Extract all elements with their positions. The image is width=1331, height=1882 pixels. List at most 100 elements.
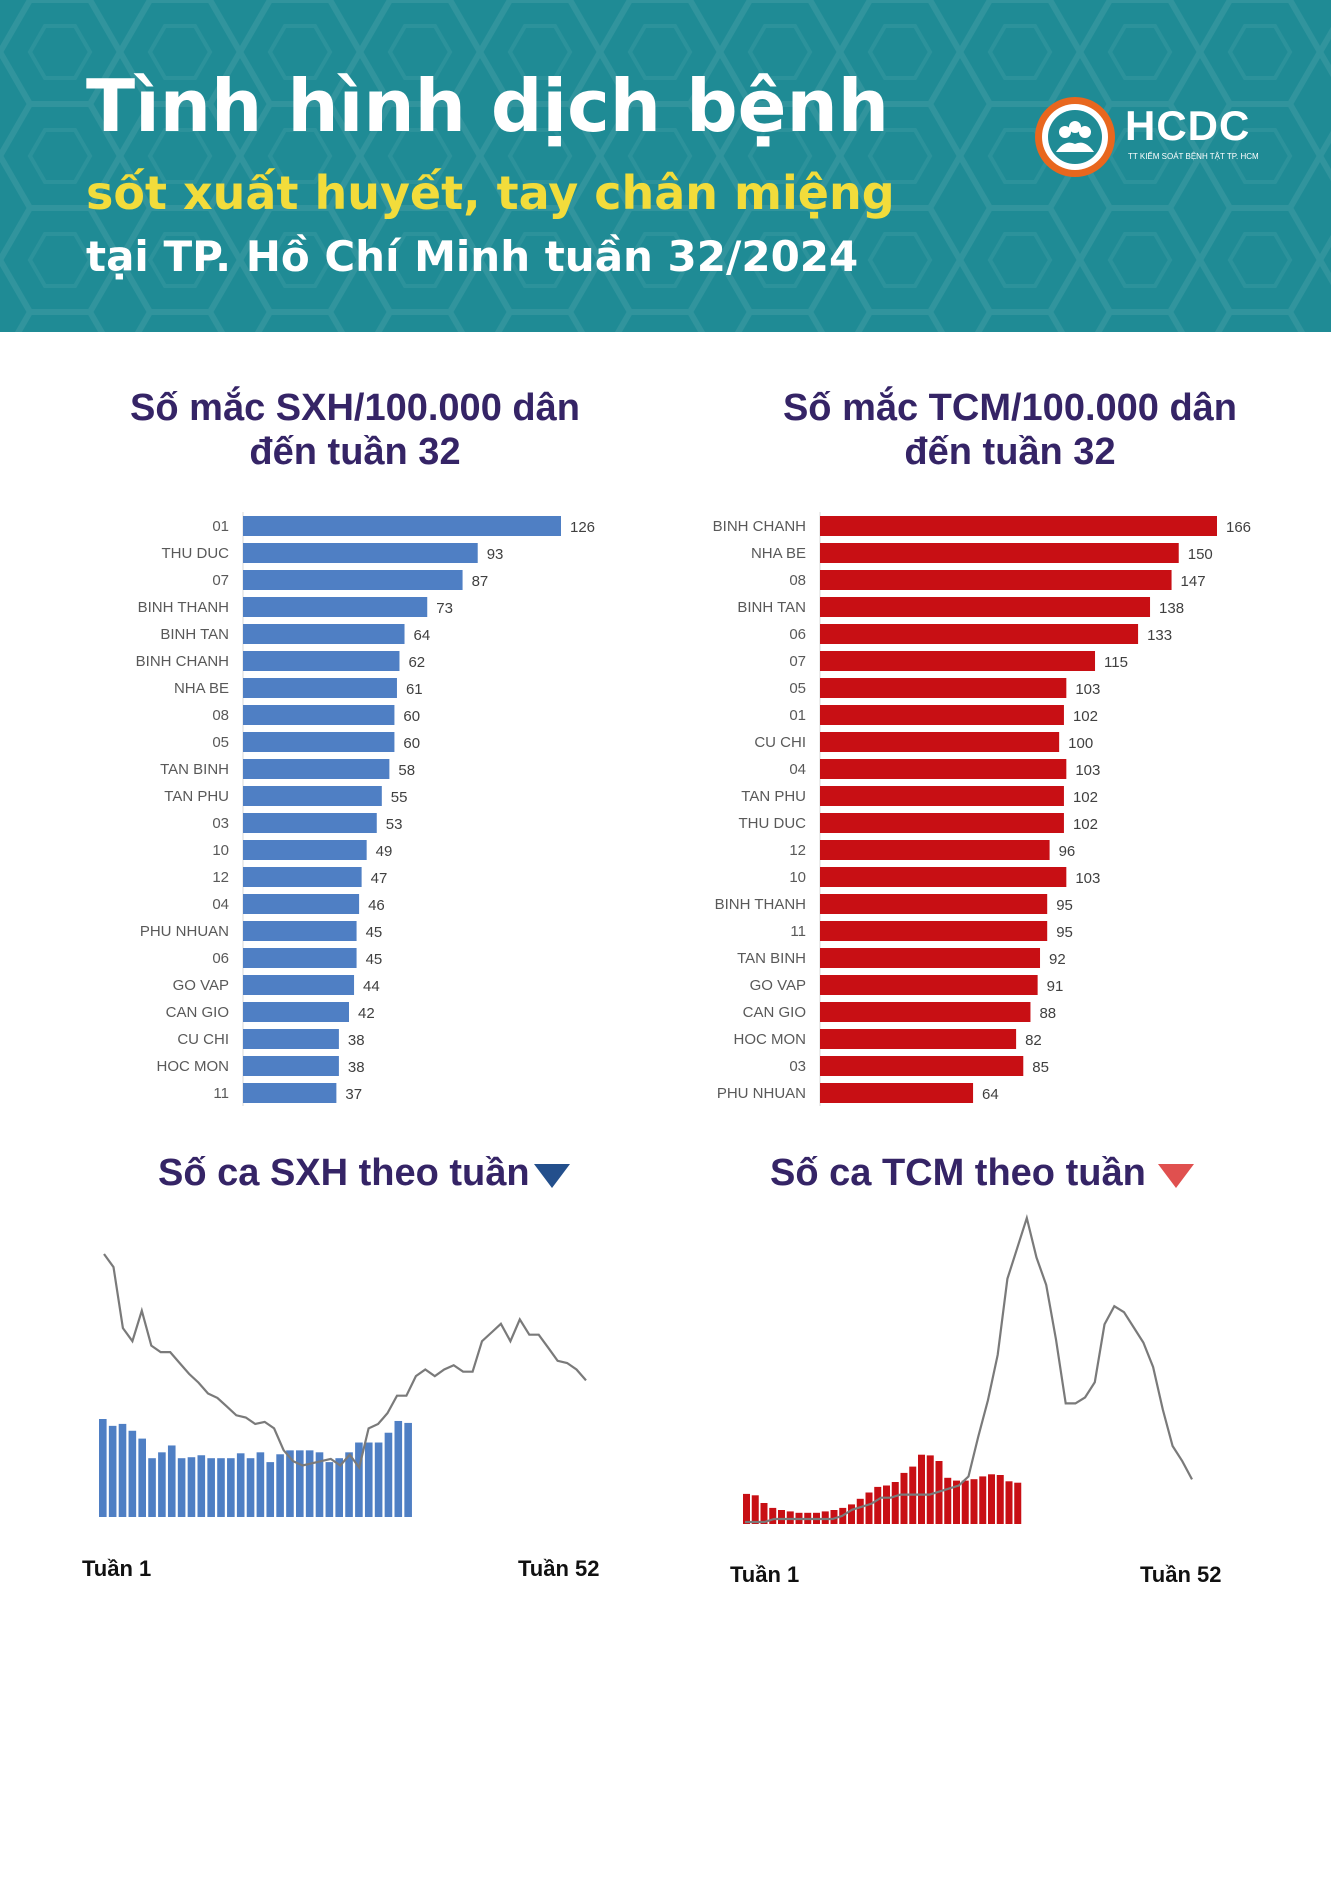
sxh-rate-bar xyxy=(243,759,390,779)
sxh-weekly-bar xyxy=(305,1450,314,1517)
tcm-weekly-bar xyxy=(769,1507,777,1524)
sxh-rate-value-label: 42 xyxy=(358,1005,375,1022)
sxh-weekly-bar xyxy=(167,1445,176,1517)
tcm-rate-category-label: CU CHI xyxy=(754,734,806,751)
tcm-rate-bar xyxy=(820,624,1139,644)
tcm-rate-chart: BINH CHANH 166 NHA BE 150 08 147 BINH TAN 138 06… xyxy=(713,512,1251,1106)
page-subtitle-location: tại TP. Hồ Chí Minh tuần 32/2024 xyxy=(86,232,859,281)
sxh-weekly-bar xyxy=(404,1422,412,1517)
tcm-weekly-bar xyxy=(856,1498,864,1524)
sxh-rate-category-label: THU DUC xyxy=(162,545,230,562)
sxh-weekly-bar xyxy=(99,1419,107,1517)
sxh-weekly-bar xyxy=(236,1453,245,1517)
tcm-rate-value-label: 103 xyxy=(1075,762,1100,779)
tcm-rate-value-label: 147 xyxy=(1181,573,1206,590)
tcm-weekly-line xyxy=(745,1213,1193,1524)
tcm-rate-value-label: 103 xyxy=(1075,681,1100,698)
sxh-rate-bar xyxy=(243,516,561,536)
sxh-rate-category-label: 04 xyxy=(212,896,229,913)
sxh-weekly-bar xyxy=(217,1458,225,1517)
tcm-rate-bar xyxy=(820,813,1064,833)
tcm-weekly-bar xyxy=(743,1493,750,1524)
tcm-weekly-chart xyxy=(743,1213,1193,1524)
hcdc-logo: HCDC TT KIỂM SOÁT BỆNH TẬT TP. HCM xyxy=(1030,92,1260,182)
tcm-rate-value-label: 96 xyxy=(1059,843,1076,860)
tcm-rate-bar xyxy=(820,840,1050,860)
sxh-down-triangle-icon xyxy=(534,1164,570,1188)
tcm-weekly-bar xyxy=(961,1480,969,1524)
tcm-rate-category-label: PHU NHUAN xyxy=(717,1085,806,1102)
header-banner: Tình hình dịch bệnh sốt xuất huyết, tay … xyxy=(0,0,1331,332)
sxh-rate-value-label: 73 xyxy=(436,600,453,617)
sxh-rate-category-label: TAN PHU xyxy=(164,788,229,805)
sxh-rate-category-label: NHA BE xyxy=(174,680,229,697)
tcm-rate-category-label: BINH CHANH xyxy=(713,518,806,535)
tcm-rate-category-label: 11 xyxy=(790,923,806,940)
sxh-x-end-label: Tuần 52 xyxy=(518,1556,600,1581)
sxh-rate-category-label: 11 xyxy=(213,1085,229,1102)
tcm-rate-value-label: 91 xyxy=(1047,978,1064,995)
tcm-rate-value-label: 115 xyxy=(1104,654,1128,671)
sxh-rate-category-label: BINH TAN xyxy=(160,626,229,643)
tcm-rate-category-label: CAN GIO xyxy=(743,1004,806,1021)
tcm-rate-category-label: GO VAP xyxy=(750,977,806,994)
sxh-weekly-bar xyxy=(227,1458,235,1517)
tcm-weekly-bar xyxy=(988,1474,995,1524)
tcm-rate-value-label: 64 xyxy=(982,1086,999,1103)
tcm-rate-bar xyxy=(820,732,1060,752)
tcm-rate-category-label: 03 xyxy=(789,1058,806,1075)
sxh-rate-category-label: HOC MON xyxy=(157,1058,230,1075)
tcm-rate-bar xyxy=(820,1056,1024,1076)
tcm-rate-value-label: 88 xyxy=(1039,1005,1056,1022)
tcm-rate-bar xyxy=(820,786,1064,806)
sxh-weekly-bar xyxy=(355,1442,363,1517)
sxh-rate-bar xyxy=(243,1083,337,1103)
tcm-rate-value-label: 102 xyxy=(1073,789,1098,806)
sxh-rate-category-label: TAN BINH xyxy=(160,761,229,778)
tcm-rate-category-label: NHA BE xyxy=(751,545,806,562)
tcm-rate-category-label: TAN BINH xyxy=(737,950,806,967)
sxh-rate-bar xyxy=(243,894,360,914)
sxh-weekly-bar xyxy=(266,1462,275,1517)
sxh-rate-bar xyxy=(243,1056,339,1076)
sxh-rate-category-label: BINH THANH xyxy=(138,599,229,616)
tcm-rate-value-label: 102 xyxy=(1073,708,1098,725)
sxh-rate-bar xyxy=(243,975,355,995)
sxh-rate-bar xyxy=(243,1029,339,1049)
tcm-rate-bar xyxy=(820,1002,1031,1022)
tcm-rate-value-label: 166 xyxy=(1226,519,1251,536)
tcm-rate-value-label: 95 xyxy=(1056,897,1073,914)
sxh-weekly-bar xyxy=(148,1458,156,1517)
sxh-rate-value-label: 38 xyxy=(348,1032,365,1049)
sxh-rate-value-label: 126 xyxy=(570,519,595,536)
tcm-down-triangle-icon xyxy=(1158,1164,1194,1188)
sxh-rate-bar xyxy=(243,1002,349,1022)
sxh-rate-category-label: 12 xyxy=(212,869,229,886)
tcm-rate-bar xyxy=(820,597,1151,617)
sxh-rate-category-label: 05 xyxy=(212,734,229,751)
sxh-weekly-bar xyxy=(345,1452,353,1517)
tcm-weekly-bar xyxy=(751,1495,759,1524)
sxh-rate-value-label: 45 xyxy=(366,951,383,968)
tcm-rate-title: Số mắc TCM/100.000 dân đến tuần 32 xyxy=(750,386,1270,474)
logo-text: HCDC xyxy=(1125,102,1251,149)
sxh-rate-chart: 01 126 THU DUC 93 07 87 BINH THANH 73 BINH TAN 64… xyxy=(136,512,595,1106)
header-pattern xyxy=(0,0,1331,332)
sxh-rate-bar xyxy=(243,840,367,860)
tcm-rate-value-label: 133 xyxy=(1147,627,1172,644)
tcm-weekly-bar xyxy=(926,1455,934,1524)
tcm-rate-bar xyxy=(820,759,1067,779)
sxh-rate-title: Số mắc SXH/100.000 dân đến tuần 32 xyxy=(100,386,610,474)
sxh-weekly-line xyxy=(103,1253,587,1471)
sxh-rate-value-label: 61 xyxy=(406,681,423,698)
tcm-rate-bar xyxy=(820,975,1038,995)
sxh-weekly-title: Số ca SXH theo tuần xyxy=(158,1152,530,1195)
sxh-rate-category-label: PHU NHUAN xyxy=(140,923,229,940)
tcm-weekly-bar xyxy=(979,1476,987,1524)
tcm-rate-title-line1: Số mắc TCM/100.000 dân xyxy=(782,387,1238,429)
sxh-weekly-bar xyxy=(108,1425,117,1517)
sxh-rate-value-label: 58 xyxy=(398,762,415,779)
sxh-rate-category-label: 03 xyxy=(212,815,229,832)
tcm-weekly-bar xyxy=(883,1485,890,1524)
tcm-weekly-title-text: Số ca TCM theo tuần xyxy=(770,1152,1146,1194)
